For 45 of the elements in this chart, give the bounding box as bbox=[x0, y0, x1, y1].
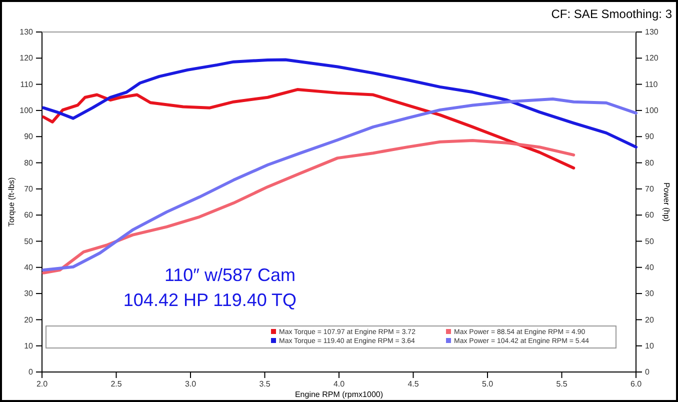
y-tick-label: 90 bbox=[24, 132, 34, 142]
y2-tick-label: 120 bbox=[645, 54, 659, 63]
x-tick-label: 3.5 bbox=[259, 380, 271, 389]
y-tick-label: 130 bbox=[20, 28, 34, 37]
x-tick-label: 6.0 bbox=[630, 380, 642, 389]
annotation: 110″ w/587 Cam bbox=[164, 265, 296, 285]
y-tick-label: 30 bbox=[24, 289, 34, 298]
y-tick-label: 0 bbox=[28, 368, 34, 377]
y2-tick-label: 110 bbox=[645, 80, 658, 89]
y-tick-label: 100 bbox=[20, 106, 34, 116]
line-series bbox=[42, 58, 638, 149]
x-tick-label: 4.5 bbox=[408, 380, 420, 389]
annotation: 104.42 HP 119.40 TQ bbox=[123, 290, 297, 310]
y-tick-label: 70 bbox=[24, 184, 34, 194]
x-tick-label: 4.0 bbox=[333, 380, 346, 389]
text: CF: SAE Smoothing: 3 bbox=[551, 7, 672, 21]
y-tick-label: 110 bbox=[20, 80, 34, 89]
x-axis-title: Engine RPM (rpmx1000) bbox=[294, 390, 384, 399]
y2-tick-label: 0 bbox=[645, 368, 650, 377]
y2-tick-label: 70 bbox=[645, 184, 654, 194]
y2-tick-label: 30 bbox=[645, 289, 654, 298]
y-tick-label: 50 bbox=[24, 236, 34, 246]
y-axis-title: Torque (ft-lbs) bbox=[7, 176, 16, 227]
line-series bbox=[42, 88, 576, 170]
y2-tick-label: 20 bbox=[645, 315, 654, 324]
x-tick-label: 3.0 bbox=[184, 380, 197, 389]
y-tick-label: 60 bbox=[24, 210, 34, 220]
y-tick-label: 10 bbox=[24, 341, 34, 350]
x-tick-label: 5.0 bbox=[482, 380, 494, 389]
x-tick-label: 5.5 bbox=[556, 380, 568, 389]
y2-tick-label: 130 bbox=[645, 28, 659, 37]
x-tick-label: 2.0 bbox=[36, 380, 48, 389]
y2-axis-title: Power (hp) bbox=[662, 182, 671, 222]
y2-tick-label: 40 bbox=[645, 262, 654, 272]
y2-tick-label: 50 bbox=[645, 236, 654, 246]
y2-tick-label: 90 bbox=[645, 132, 654, 142]
y-tick-label: 20 bbox=[24, 315, 34, 324]
y2-tick-label: 100 bbox=[645, 106, 659, 116]
y2-tick-label: 10 bbox=[645, 341, 654, 350]
y-tick-label: 40 bbox=[24, 262, 34, 272]
y-tick-label: 80 bbox=[24, 158, 34, 168]
y-tick-label: 120 bbox=[20, 54, 34, 63]
y2-tick-label: 80 bbox=[645, 158, 654, 168]
y2-tick-label: 60 bbox=[645, 210, 654, 220]
x-tick-label: 2.5 bbox=[110, 380, 122, 389]
